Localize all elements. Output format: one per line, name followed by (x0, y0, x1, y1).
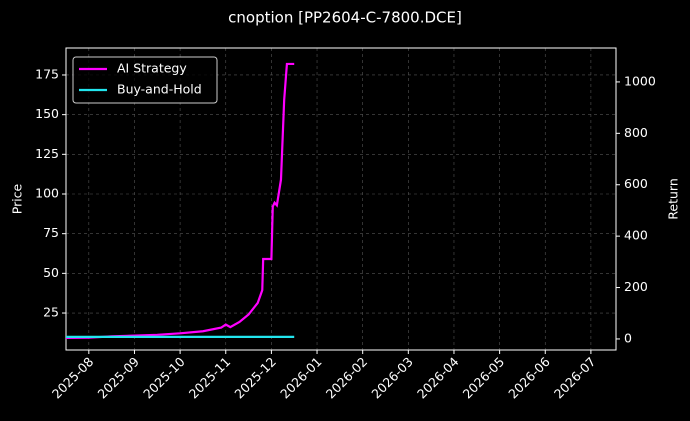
y-tick-label: 175 (35, 66, 59, 81)
plot-frame (65, 47, 617, 351)
y-tick-label: 25 (43, 305, 59, 320)
x-tick-label: 2025-12 (231, 354, 279, 402)
chart-title: cnoption [PP2604-C-7800.DCE] (228, 9, 462, 27)
x-tick-label: 2025-08 (49, 354, 97, 402)
y-tick-label: 100 (35, 186, 59, 201)
x-tick-label: 2025-09 (95, 354, 143, 402)
x-tick-label: 2026-02 (323, 354, 371, 402)
y-tick-label: 150 (35, 106, 59, 121)
x-tick-label: 2026-06 (505, 354, 553, 402)
legend-label: AI Strategy (117, 61, 187, 76)
y2-tick-label: 600 (624, 176, 648, 191)
x-tick-label: 2026-05 (460, 354, 508, 402)
x-tick-label: 2025-11 (186, 354, 234, 402)
x-tick-label: 2026-04 (414, 354, 462, 402)
legend-label: Buy-and-Hold (117, 82, 202, 97)
x-tick-label: 2026-03 (368, 354, 416, 402)
y2-axis-label: Return (666, 178, 681, 219)
y-tick-label: 125 (35, 146, 59, 161)
legend-box (72, 56, 218, 104)
line-series (65, 62, 295, 340)
y2-tick-label: 0 (624, 330, 632, 345)
y2-tick-label: 1000 (624, 73, 656, 88)
y2-tick-label: 400 (624, 228, 648, 243)
y2-tick-label: 200 (624, 279, 648, 294)
x-tick-label: 2026-01 (277, 354, 325, 402)
x-tick-label: 2026-07 (551, 354, 599, 402)
x-tick-label: 2025-10 (140, 354, 188, 402)
y-tick-label: 75 (43, 225, 59, 240)
y-axis-label: Price (10, 183, 25, 214)
y2-tick-label: 800 (624, 125, 648, 140)
y-tick-label: 50 (43, 265, 59, 280)
